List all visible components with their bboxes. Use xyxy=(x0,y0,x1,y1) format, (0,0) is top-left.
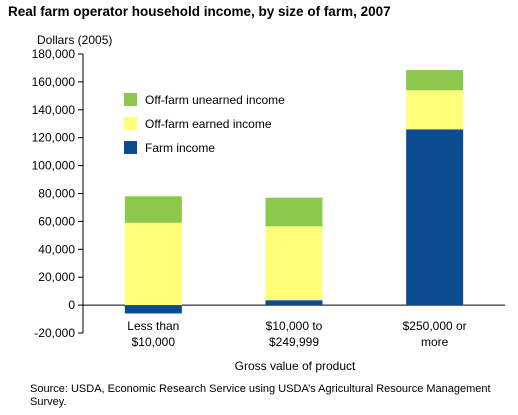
x-category-label: $249,999 xyxy=(269,335,319,349)
x-axis-label: Gross value of product xyxy=(235,359,356,373)
x-category-label: $10,000 xyxy=(132,335,176,349)
chart-title: Real farm operator household income, by … xyxy=(8,4,391,19)
y-tick-label: 160,000 xyxy=(32,75,76,89)
legend-label: Off-farm unearned income xyxy=(145,93,285,107)
y-tick-label: 140,000 xyxy=(32,103,76,117)
x-category-label: $10,000 to xyxy=(266,319,323,333)
bar-farm-income xyxy=(124,305,182,314)
x-category-label: Less than xyxy=(127,319,179,333)
y-tick-label: 0 xyxy=(68,298,75,312)
x-category-label: $250,000 or xyxy=(403,319,467,333)
y-tick-label: 180,000 xyxy=(32,47,76,61)
legend-swatch xyxy=(124,141,137,154)
y-tick-label: 60,000 xyxy=(38,214,75,228)
y-tick-label: 20,000 xyxy=(38,270,75,284)
bar-off-farm-earned-income xyxy=(124,222,182,306)
legend-label: Farm income xyxy=(145,141,215,155)
x-category-label: more xyxy=(421,335,449,349)
y-tick-label: 80,000 xyxy=(38,187,75,201)
bar-off-farm-unearned-income xyxy=(265,197,323,227)
bar-off-farm-unearned-income xyxy=(406,70,464,91)
y-axis-label: Dollars (2005) xyxy=(37,33,113,47)
bar-off-farm-earned-income xyxy=(406,90,464,130)
y-tick-label: 120,000 xyxy=(32,131,76,145)
legend-label: Off-farm earned income xyxy=(145,117,272,131)
bar-off-farm-unearned-income xyxy=(124,196,182,223)
source-note: Source: USDA, Economic Research Service … xyxy=(30,383,491,408)
legend-swatch xyxy=(124,93,137,106)
legend-swatch xyxy=(124,117,137,130)
y-tick-label: -20,000 xyxy=(34,326,75,340)
bar-farm-income xyxy=(406,129,464,306)
bar-farm-income xyxy=(265,300,323,306)
bar-off-farm-earned-income xyxy=(265,226,323,301)
y-tick-label: 40,000 xyxy=(38,242,75,256)
y-tick-label: 100,000 xyxy=(32,159,76,173)
